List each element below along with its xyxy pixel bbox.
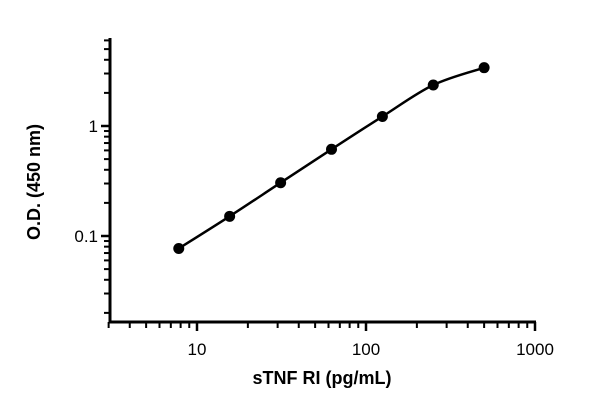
fit-curve-line bbox=[178, 66, 485, 250]
data-point-marker bbox=[376, 111, 388, 123]
x-tick-label: 10 bbox=[188, 340, 207, 359]
x-axis-tick-labels: 10 100 1000 bbox=[188, 340, 554, 359]
data-point-marker bbox=[224, 210, 236, 222]
data-points bbox=[173, 62, 490, 254]
y-axis-tick-labels: 0.11 bbox=[74, 117, 98, 246]
x-tick-label: 1000 bbox=[516, 340, 554, 359]
data-point-marker bbox=[427, 79, 439, 91]
x-tick-label: 100 bbox=[352, 340, 380, 359]
y-tick-label: 0.1 bbox=[74, 227, 98, 246]
y-tick-label: 1 bbox=[89, 117, 98, 136]
x-axis-title: sTNF RI (pg/mL) bbox=[253, 368, 392, 388]
data-point-marker bbox=[326, 143, 338, 155]
y-axis-title: O.D. (450 nm) bbox=[24, 124, 44, 240]
data-point-marker bbox=[173, 242, 185, 254]
data-point-marker bbox=[478, 62, 490, 74]
data-point-marker bbox=[275, 177, 287, 189]
